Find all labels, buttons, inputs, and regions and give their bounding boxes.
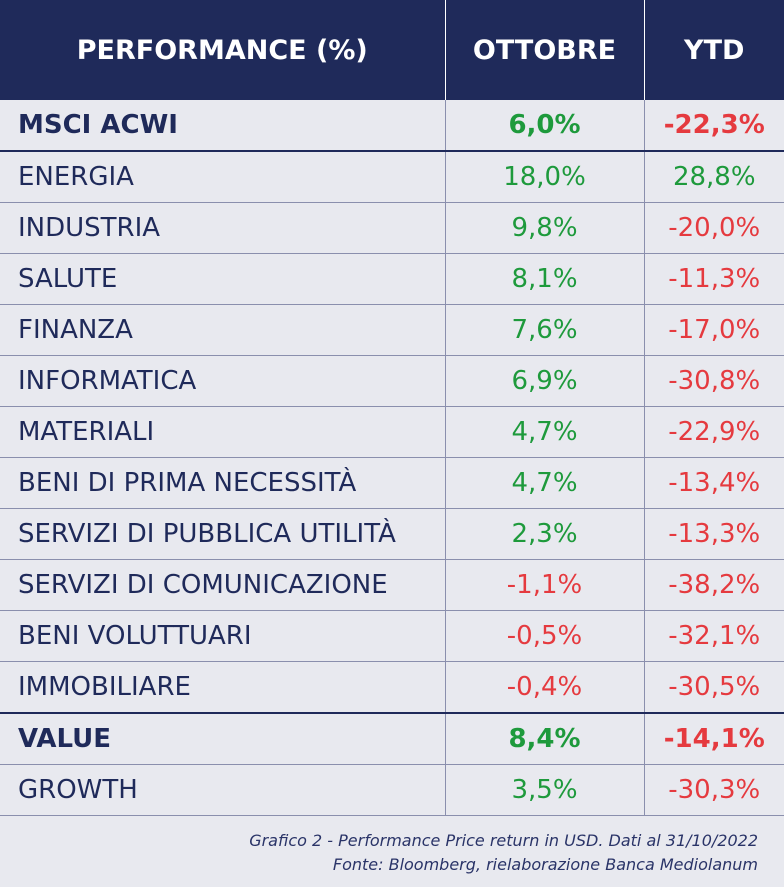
row-ottobre-value: 7,6% [445, 304, 645, 356]
row-name: INFORMATICA [0, 355, 446, 407]
table-body: MSCI ACWI 6,0% -22,3% ENERGIA 18,0% 28,8% INDU… [0, 100, 784, 816]
row-ottobre-value: 18,0% [445, 151, 645, 203]
row-ytd-value: -22,3% [644, 100, 784, 152]
row-name: SERVIZI DI COMUNICAZIONE [0, 559, 446, 611]
header-ytd: YTD [644, 0, 784, 100]
table-row: ENERGIA 18,0% 28,8% [0, 151, 784, 203]
row-name: MSCI ACWI [0, 100, 446, 152]
row-name: BENI VOLUTTUARI [0, 610, 446, 662]
row-ytd-value: -30,8% [644, 355, 784, 407]
row-name: MATERIALI [0, 406, 446, 458]
caption-line-2: Fonte: Bloomberg, rielaborazione Banca M… [332, 855, 758, 874]
row-ottobre-value: -1,1% [445, 559, 645, 611]
table-row: GROWTH 3,5% -30,3% [0, 764, 784, 816]
table-row: SERVIZI DI COMUNICAZIONE -1,1% -38,2% [0, 559, 784, 611]
row-ottobre-value: 9,8% [445, 202, 645, 254]
table-row: INDUSTRIA 9,8% -20,0% [0, 202, 784, 254]
figure-caption: Grafico 2 - Performance Price return in … [249, 829, 758, 877]
row-ytd-value: -30,3% [644, 764, 784, 816]
table-header: PERFORMANCE (%) OTTOBRE YTD [0, 0, 784, 100]
row-ottobre-value: 4,7% [445, 457, 645, 509]
row-ottobre-value: -0,5% [445, 610, 645, 662]
row-ottobre-value: 6,9% [445, 355, 645, 407]
header-performance: PERFORMANCE (%) [0, 0, 446, 100]
row-ottobre-value: -0,4% [445, 661, 645, 714]
row-name: FINANZA [0, 304, 446, 356]
row-name: BENI DI PRIMA NECESSITÀ [0, 457, 446, 509]
row-name: VALUE [0, 713, 446, 765]
row-ottobre-value: 8,4% [445, 713, 645, 765]
row-ottobre-value: 4,7% [445, 406, 645, 458]
caption-line-1: Grafico 2 - Performance Price return in … [249, 831, 758, 850]
row-ottobre-value: 6,0% [445, 100, 645, 152]
table-row: SERVIZI DI PUBBLICA UTILITÀ 2,3% -13,3% [0, 508, 784, 560]
table-row: BENI DI PRIMA NECESSITÀ 4,7% -13,4% [0, 457, 784, 509]
table-row: INFORMATICA 6,9% -30,8% [0, 355, 784, 407]
row-ytd-value: 28,8% [644, 151, 784, 203]
row-ytd-value: -32,1% [644, 610, 784, 662]
row-name: INDUSTRIA [0, 202, 446, 254]
row-ytd-value: -22,9% [644, 406, 784, 458]
row-ottobre-value: 3,5% [445, 764, 645, 816]
row-ytd-value: -30,5% [644, 661, 784, 714]
row-name: SALUTE [0, 253, 446, 305]
row-ottobre-value: 8,1% [445, 253, 645, 305]
table-row: SALUTE 8,1% -11,3% [0, 253, 784, 305]
row-name: IMMOBILIARE [0, 661, 446, 714]
row-ytd-value: -13,4% [644, 457, 784, 509]
row-ytd-value: -17,0% [644, 304, 784, 356]
row-ottobre-value: 2,3% [445, 508, 645, 560]
row-ytd-value: -14,1% [644, 713, 784, 765]
table-row: BENI VOLUTTUARI -0,5% -32,1% [0, 610, 784, 662]
table-row: VALUE 8,4% -14,1% [0, 713, 784, 765]
row-ytd-value: -13,3% [644, 508, 784, 560]
row-name: SERVIZI DI PUBBLICA UTILITÀ [0, 508, 446, 560]
row-name: GROWTH [0, 764, 446, 816]
table-row: IMMOBILIARE -0,4% -30,5% [0, 661, 784, 714]
row-ytd-value: -11,3% [644, 253, 784, 305]
table-row: MATERIALI 4,7% -22,9% [0, 406, 784, 458]
table-row: FINANZA 7,6% -17,0% [0, 304, 784, 356]
row-name: ENERGIA [0, 151, 446, 203]
header-ottobre: OTTOBRE [445, 0, 645, 100]
performance-table: PERFORMANCE (%) OTTOBRE YTD MSCI ACWI 6,0… [0, 0, 784, 816]
row-ytd-value: -38,2% [644, 559, 784, 611]
table-row: MSCI ACWI 6,0% -22,3% [0, 100, 784, 152]
row-ytd-value: -20,0% [644, 202, 784, 254]
